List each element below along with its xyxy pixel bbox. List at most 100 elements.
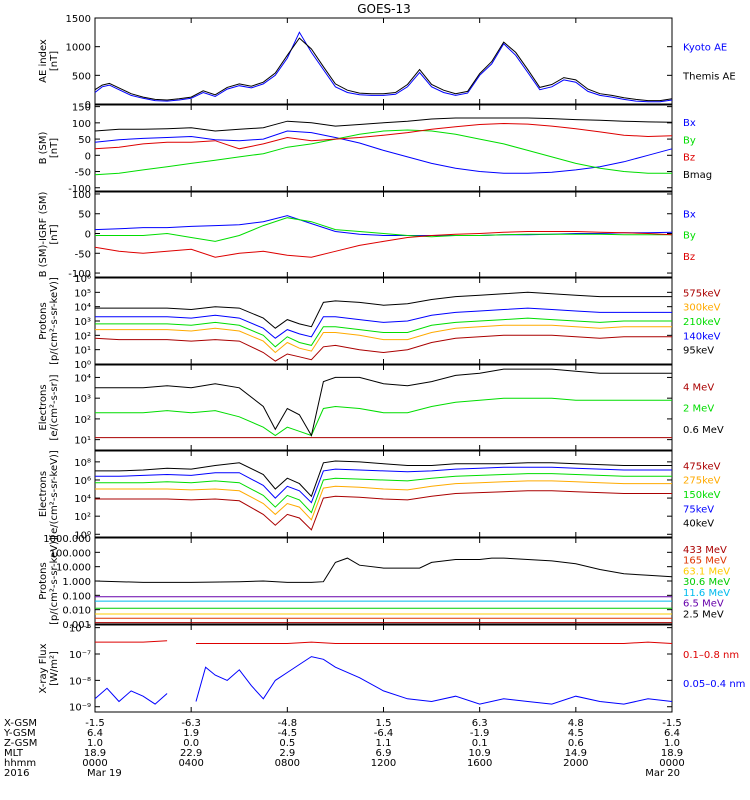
xaxis-value: 1.5: [376, 718, 392, 729]
xaxis-value: -1.9: [470, 728, 490, 739]
ytick-label-ae: 1500: [66, 14, 91, 25]
series-line-protons-1: [95, 324, 672, 354]
legend-ae-0: Kyoto AE: [683, 43, 727, 54]
ytick-label-electrons_kev: 10⁴: [74, 494, 91, 505]
legend-electrons_kev-0: 475keV: [683, 461, 721, 472]
series-line-bigrf-2: [94, 231, 673, 258]
panel-frame-protons_mev: [94, 537, 673, 625]
panel-frame-ae: [94, 17, 673, 105]
legend-electrons_mev-0: 4 MeV: [683, 382, 714, 393]
series-line-electrons_kev-1: [95, 480, 672, 521]
series-line-bigrf-0: [94, 215, 673, 236]
legend-bigrf-0: Bx: [683, 209, 696, 220]
xaxis-value: Mar 20: [645, 768, 680, 779]
xaxis-value: 0.1: [472, 738, 488, 749]
ytick-label-protons: 10⁶: [74, 274, 91, 285]
series-line-b-1: [94, 129, 672, 176]
panel-frame-b: [94, 104, 673, 192]
ytick-label-b: -50: [75, 168, 91, 179]
ytick-label-electrons_mev: 10³: [74, 394, 91, 405]
ylabel-protons: Protons: [38, 302, 49, 339]
ytick-label-b: 50: [78, 135, 91, 146]
ytick-label-electrons_kev: 10⁶: [74, 476, 91, 487]
ytick-label-electrons_kev: 10⁰: [74, 530, 91, 541]
ytick-label-b: 100: [72, 119, 91, 130]
legend-electrons_kev-3: 75keV: [683, 504, 714, 515]
ylabel-protons: [p/(cm²-s-sr-keV)]: [49, 277, 60, 365]
xaxis-value: 6.4: [664, 728, 680, 739]
xaxis-value: 0.5: [279, 738, 295, 749]
panel-frame-protons: [94, 277, 673, 365]
legend-b-2: Bz: [683, 153, 695, 164]
series-line-electrons_kev-0: [95, 490, 672, 531]
series-line-xray-1: [94, 656, 673, 705]
series-line-electrons_mev-1: [95, 397, 672, 437]
ylabel-protons_mev: [p/(cm²-s-sr-keV)]: [49, 537, 60, 625]
ytick-label-xray: 10⁻⁸: [69, 676, 91, 687]
legend-electrons_mev-2: 0.6 MeV: [683, 425, 724, 436]
series-line-protons-2: [95, 317, 672, 348]
ytick-label-electrons_mev: 10⁴: [74, 373, 91, 384]
xaxis-value: 10.9: [469, 748, 491, 759]
ylabel-electrons_kev: [e/(cm²-s-sr-keV)]: [49, 450, 60, 538]
series-line-electrons_kev-2: [95, 473, 672, 514]
ytick-label-xray: 10⁻⁷: [69, 650, 91, 661]
series-line-b-2: [94, 122, 673, 150]
series-line-protons-0: [94, 334, 672, 362]
ytick-label-bigrf: 100: [72, 190, 91, 201]
plot-title: GOES-13: [357, 2, 411, 16]
xaxis-value: 2000: [563, 758, 588, 769]
ytick-label-xray: 10⁻⁹: [69, 703, 91, 714]
series-line-protons-3: [95, 307, 672, 339]
ylabel-electrons_mev: [e/(cm²-s-sr)]: [49, 374, 60, 440]
xaxis-row-label: X-GSM: [4, 718, 37, 729]
xaxis-value: 0000: [82, 758, 107, 769]
ytick-label-protons_mev: 10.000: [56, 563, 91, 574]
ytick-label-protons_mev: 1.000: [62, 577, 91, 588]
legend-protons_mev-1: 165 MeV: [683, 556, 727, 567]
xaxis-value: 18.9: [84, 748, 106, 759]
ylabel-bigrf: [nT]: [49, 224, 60, 244]
xaxis-value: 0.0: [183, 738, 199, 749]
xaxis-value: 22.9: [180, 748, 202, 759]
series-line-electrons_kev-3: [95, 466, 672, 504]
xaxis-value: 6.4: [87, 728, 103, 739]
series-line-bigrf-1: [95, 217, 672, 242]
legend-protons-3: 140keV: [683, 331, 721, 342]
legend-b-1: By: [683, 135, 696, 146]
legend-protons-2: 210keV: [683, 317, 721, 328]
ylabel-electrons_kev: Electrons: [38, 471, 49, 517]
xaxis-value: 1600: [467, 758, 492, 769]
legend-electrons_mev-1: 2 MeV: [683, 404, 714, 415]
ytick-label-electrons_mev: 10¹: [74, 436, 91, 447]
xaxis-value: -4.8: [278, 718, 298, 729]
ylabel-ae: [nT]: [49, 51, 60, 71]
ylabel-protons_mev: Protons: [38, 562, 49, 599]
ytick-label-bigrf: 50: [78, 210, 91, 221]
legend-protons-1: 300keV: [683, 303, 721, 314]
ytick-label-bigrf: -100: [68, 269, 91, 280]
xaxis-row-label: hhmm: [4, 758, 36, 769]
xaxis-value: 0000: [659, 758, 684, 769]
xaxis-value: 4.5: [568, 728, 584, 739]
xaxis-value: 0800: [275, 758, 300, 769]
xaxis-value: 2.9: [279, 748, 295, 759]
legend-electrons_kev-4: 40keV: [683, 519, 714, 530]
ytick-label-ae: 500: [72, 71, 91, 82]
ytick-label-b: -100: [68, 184, 91, 195]
ytick-label-protons_mev: 0.010: [62, 606, 91, 617]
xaxis-row-label: 2016: [4, 768, 29, 779]
legend-protons_mev-2: 63.1 MeV: [683, 566, 730, 577]
xaxis-value: 14.9: [565, 748, 587, 759]
ytick-label-b: 0: [85, 151, 91, 162]
xaxis-value: Mar 19: [87, 768, 122, 779]
ylabel-electrons_mev: Electrons: [38, 384, 49, 430]
xaxis-value: 1.9: [183, 728, 199, 739]
ytick-label-ae: 0: [85, 100, 91, 111]
xaxis-row-label: Z-GSM: [4, 738, 37, 749]
ytick-label-protons: 10⁵: [74, 288, 91, 299]
ylabel-ae: AE index: [38, 39, 49, 83]
xaxis-value: 4.8: [568, 718, 584, 729]
series-line-protons-4: [95, 291, 672, 329]
